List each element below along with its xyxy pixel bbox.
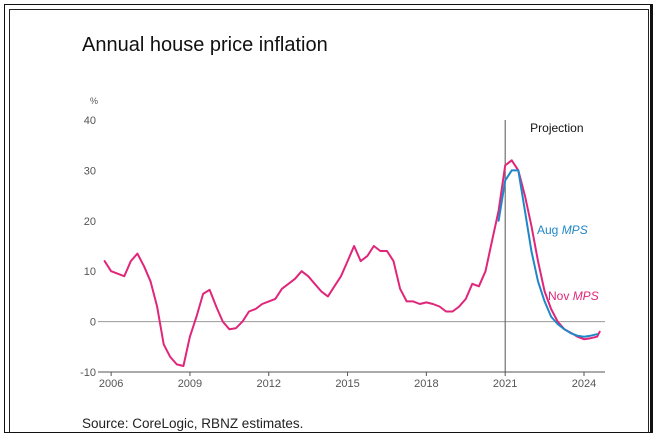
y-tick-label: 0 [90,317,96,329]
x-tick-label: 2012 [257,378,281,390]
chart-panel [9,9,649,433]
y-axis-unit: % [90,96,98,106]
y-tick-label: 30 [84,165,96,177]
y-tick-label: 40 [84,115,96,127]
series-labels: Nov MPS Aug MPS [537,223,599,303]
series-label: Nov MPS [548,289,599,303]
y-tick-label: 20 [84,216,96,228]
outer-frame [4,4,653,433]
x-tick-label: 2009 [178,378,202,390]
projection-label: Projection [530,121,583,135]
x-tick-label: 2024 [572,378,596,390]
y-tick-label: -10 [80,367,96,379]
x-tick-label: 2015 [335,378,359,390]
x-tick-label: 2006 [99,378,123,390]
series-label: Aug MPS [537,223,588,237]
series-line [497,169,599,338]
series-line [103,159,601,367]
x-tick-label: 2018 [414,378,438,390]
source-note: Source: CoreLogic, RBNZ estimates. [82,416,304,431]
chart-title: Annual house price inflation [82,34,328,56]
axes: % -10 0 10 20 30 40 2006 2009 2012 2015 2018 2021 202… [80,96,605,390]
x-tick-label: 2021 [493,378,517,390]
y-tick-label: 10 [84,266,96,278]
series-lines [103,159,601,367]
